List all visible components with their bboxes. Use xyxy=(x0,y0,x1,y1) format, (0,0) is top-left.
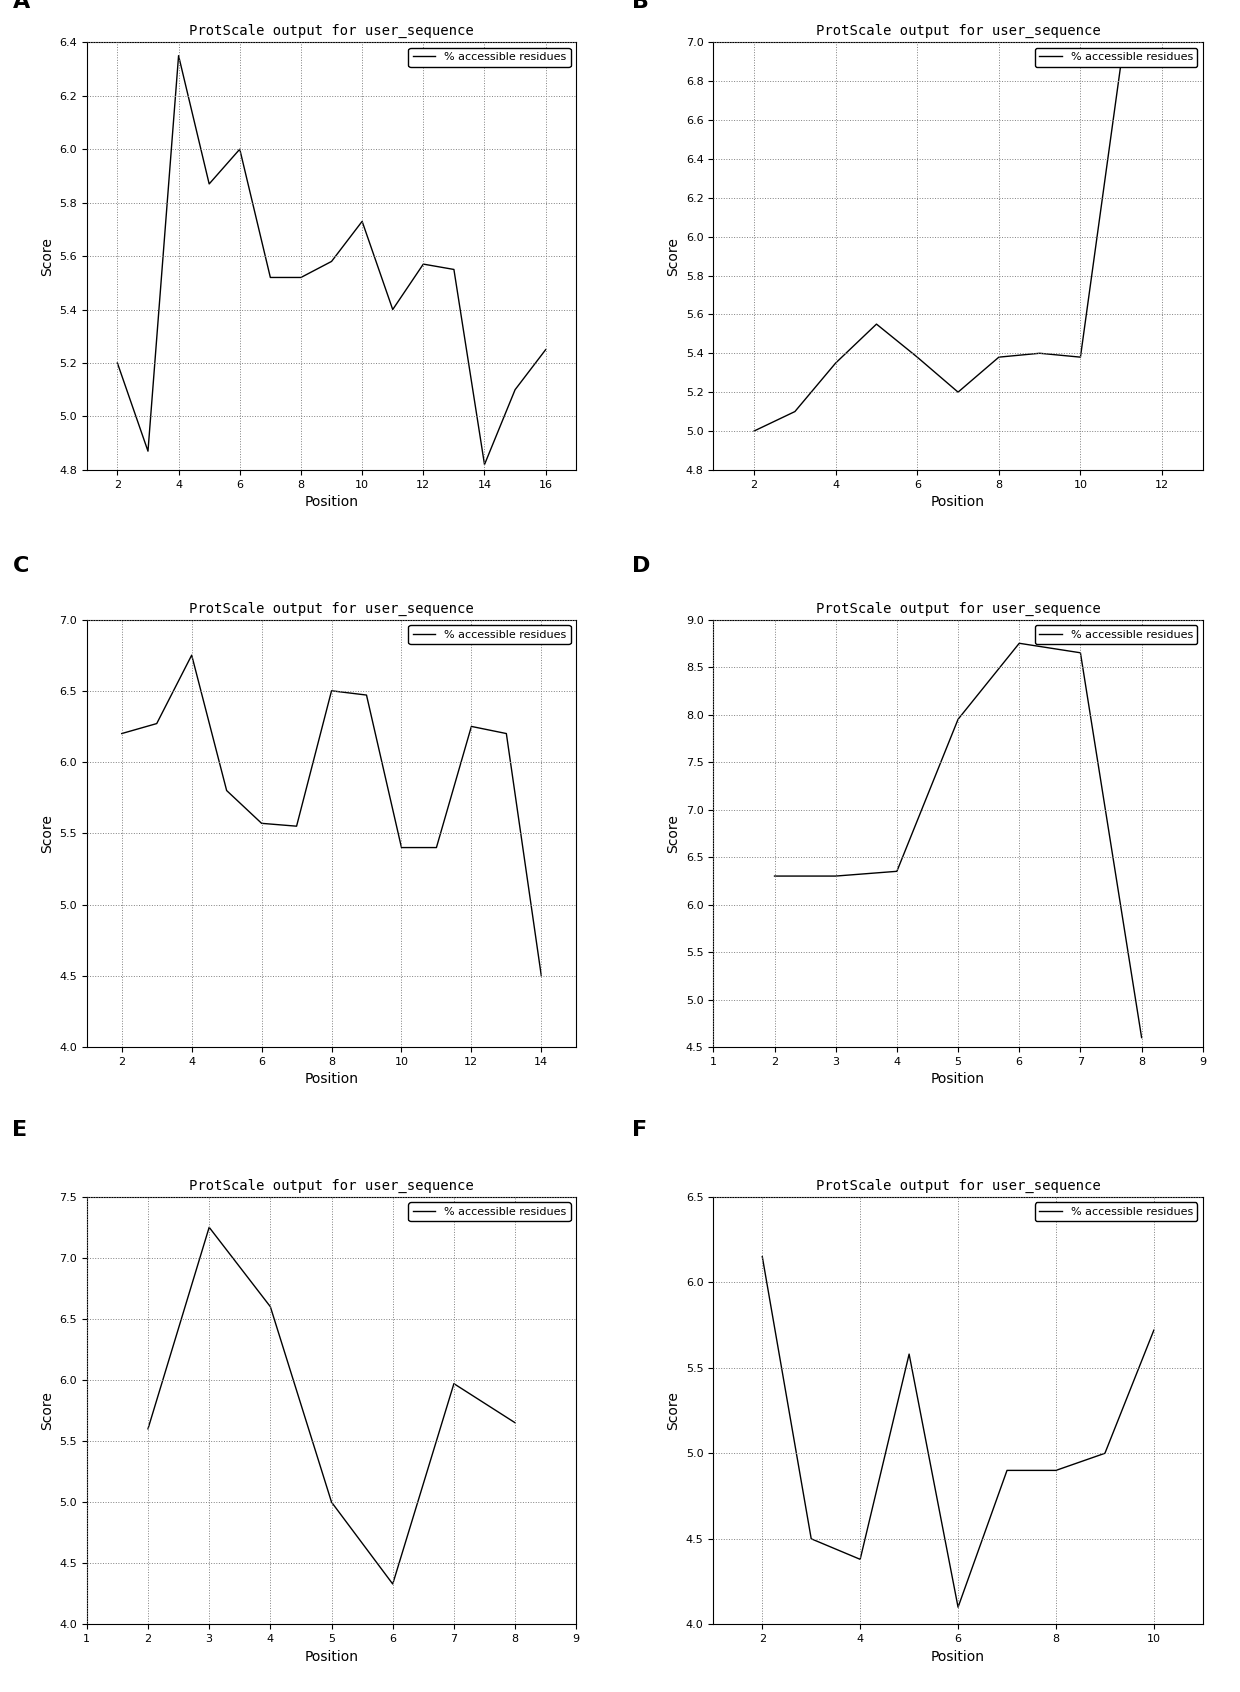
Title: ProtScale output for user_sequence: ProtScale output for user_sequence xyxy=(190,1179,474,1193)
Text: B: B xyxy=(632,0,650,12)
Y-axis label: Score: Score xyxy=(666,814,681,853)
Title: ProtScale output for user_sequence: ProtScale output for user_sequence xyxy=(190,602,474,616)
Y-axis label: Score: Score xyxy=(666,1391,681,1430)
Text: F: F xyxy=(632,1120,647,1139)
X-axis label: Position: Position xyxy=(305,496,358,509)
Text: A: A xyxy=(12,0,30,12)
X-axis label: Position: Position xyxy=(305,1650,358,1663)
Legend: % accessible residues: % accessible residues xyxy=(408,47,570,66)
Title: ProtScale output for user_sequence: ProtScale output for user_sequence xyxy=(816,24,1100,39)
Title: ProtScale output for user_sequence: ProtScale output for user_sequence xyxy=(190,24,474,39)
Y-axis label: Score: Score xyxy=(40,814,53,853)
X-axis label: Position: Position xyxy=(931,496,985,509)
Title: ProtScale output for user_sequence: ProtScale output for user_sequence xyxy=(816,1179,1100,1193)
X-axis label: Position: Position xyxy=(305,1073,358,1086)
Y-axis label: Score: Score xyxy=(40,237,53,276)
Text: E: E xyxy=(12,1120,27,1139)
Legend: % accessible residues: % accessible residues xyxy=(1035,624,1198,645)
X-axis label: Position: Position xyxy=(931,1650,985,1663)
Title: ProtScale output for user_sequence: ProtScale output for user_sequence xyxy=(816,602,1100,616)
Legend: % accessible residues: % accessible residues xyxy=(408,1203,570,1222)
Legend: % accessible residues: % accessible residues xyxy=(1035,47,1198,66)
Y-axis label: Score: Score xyxy=(40,1391,53,1430)
Text: D: D xyxy=(632,555,651,575)
Legend: % accessible residues: % accessible residues xyxy=(1035,1203,1198,1222)
Legend: % accessible residues: % accessible residues xyxy=(408,624,570,645)
Text: C: C xyxy=(12,555,29,575)
Y-axis label: Score: Score xyxy=(666,237,681,276)
X-axis label: Position: Position xyxy=(931,1073,985,1086)
